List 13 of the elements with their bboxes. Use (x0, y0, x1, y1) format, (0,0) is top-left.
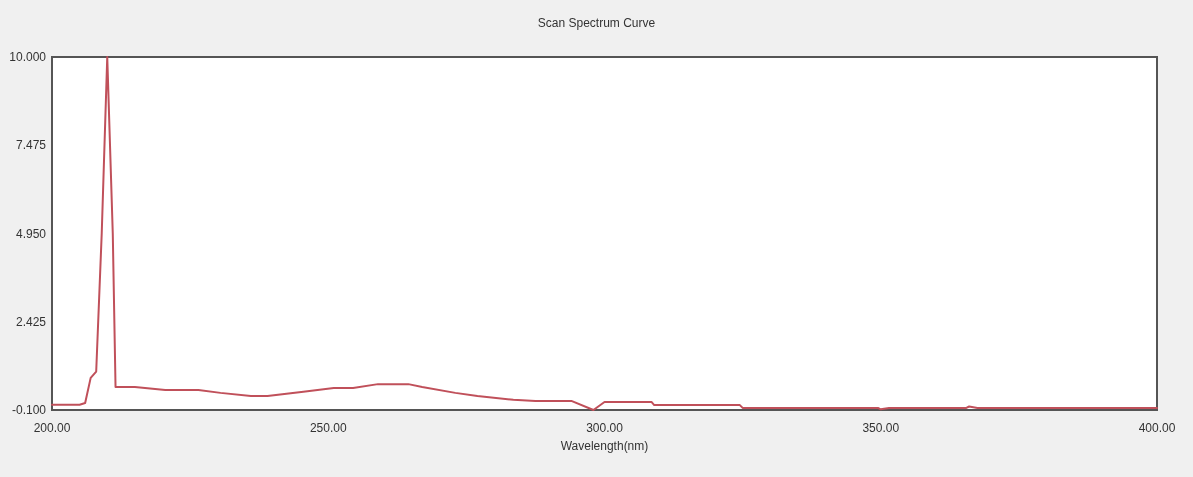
x-tick-label: 400.00 (1138, 421, 1176, 435)
line-series (51, 56, 1158, 411)
chart-title: Scan Spectrum Curve (537, 16, 656, 30)
y-tick-label: 4.950 (15, 226, 47, 241)
x-tick-label: 350.00 (862, 421, 900, 435)
x-tick-label: 300.00 (586, 421, 624, 435)
x-axis-title: Wavelength(nm) (560, 439, 649, 453)
y-tick-label: 10.000 (9, 50, 47, 64)
y-tick-label: 2.425 (15, 314, 47, 329)
y-tick-label: 7.475 (15, 138, 47, 153)
y-tick-label: -0.100 (11, 403, 47, 417)
x-tick-label: 250.00 (309, 421, 347, 435)
x-tick-label: 200.00 (33, 421, 71, 435)
